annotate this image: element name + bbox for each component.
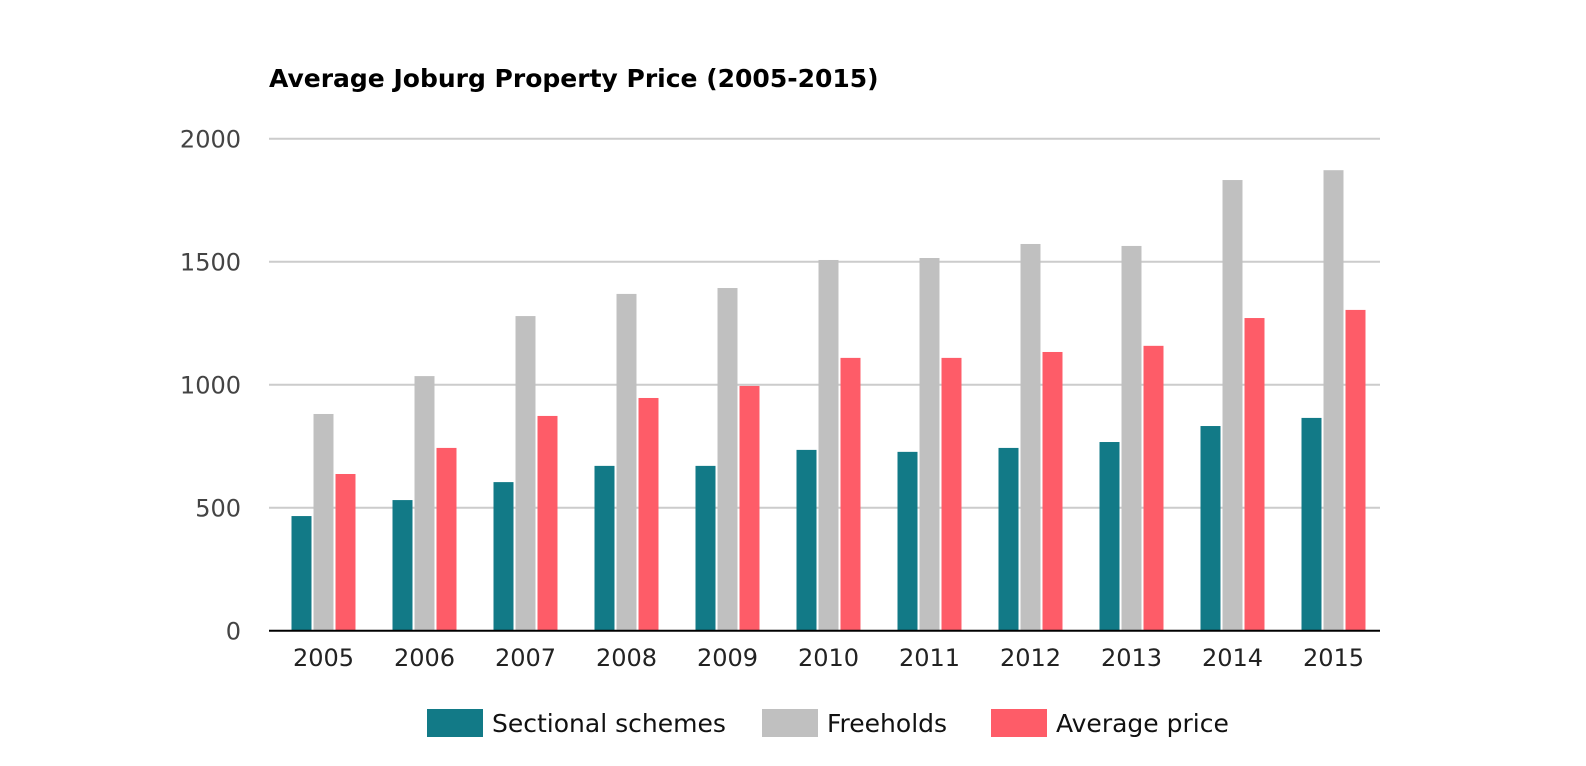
bar-group-2007 [493,316,558,631]
bar-average-price-2011 [941,357,962,631]
bar-sectional-schemes-2006 [392,500,413,631]
x-tick-label: 2007 [495,644,556,672]
x-tick-label: 2013 [1101,644,1162,672]
y-tick-label: 1000 [180,372,241,400]
bar-freeholds-2011 [919,258,940,631]
bar-average-price-2008 [638,397,659,631]
legend-label: Sectional schemes [492,709,726,738]
legend-label: Freeholds [827,709,947,738]
bar-sectional-schemes-2010 [796,449,817,631]
bar-group-2008 [594,293,659,631]
bar-group-2005 [291,413,356,631]
bars [291,170,1366,631]
bar-sectional-schemes-2012 [998,447,1019,631]
chart-title: Average Joburg Property Price (2005-2015… [269,64,879,93]
bar-group-2015 [1301,170,1366,631]
bar-group-2014 [1200,180,1265,631]
bar-freeholds-2008 [616,293,637,631]
bar-freeholds-2015 [1323,170,1344,631]
bar-freeholds-2006 [414,376,435,631]
bar-average-price-2006 [436,447,457,631]
bar-group-2012 [998,243,1063,631]
bar-sectional-schemes-2005 [291,516,312,631]
bar-group-2009 [695,288,760,631]
legend-item-sectional-schemes: Sectional schemes [427,709,726,738]
bar-freeholds-2014 [1222,180,1243,631]
bar-average-price-2012 [1042,351,1063,631]
bar-average-price-2015 [1345,309,1366,631]
bar-sectional-schemes-2011 [897,451,918,631]
bar-average-price-2010 [840,357,861,631]
bar-sectional-schemes-2015 [1301,417,1322,631]
x-tick-label: 2008 [596,644,657,672]
legend-swatch [427,709,483,737]
bar-sectional-schemes-2013 [1099,442,1120,631]
bar-average-price-2005 [335,473,356,631]
x-tick-label: 2009 [697,644,758,672]
legend-item-freeholds: Freeholds [762,709,947,738]
y-axis-ticks: 0 500 1000 1500 2000 [180,126,241,646]
legend: Sectional schemes Freeholds Average price [427,709,1229,738]
x-tick-label: 2011 [899,644,960,672]
bar-freeholds-2009 [717,288,738,631]
bar-average-price-2009 [739,385,760,631]
bar-average-price-2007 [537,415,558,631]
y-tick-label: 0 [226,618,241,646]
x-tick-label: 2005 [293,644,354,672]
bar-average-price-2013 [1143,345,1164,631]
x-tick-label: 2015 [1303,644,1364,672]
bar-group-2006 [392,376,457,631]
bar-average-price-2014 [1244,318,1265,631]
x-axis-ticks: 2005 2006 2007 2008 2009 2010 2011 2012 2013 2014… [293,644,1364,672]
x-tick-label: 2014 [1202,644,1263,672]
bar-freeholds-2007 [515,316,536,631]
y-tick-label: 2000 [180,126,241,154]
y-tick-label: 500 [195,495,241,523]
x-tick-label: 2010 [798,644,859,672]
bar-group-2010 [796,259,861,631]
bar-sectional-schemes-2008 [594,465,615,631]
x-tick-label: 2012 [1000,644,1061,672]
y-tick-label: 1500 [180,249,241,277]
bar-freeholds-2013 [1121,245,1142,631]
bar-freeholds-2012 [1020,243,1041,631]
x-tick-label: 2006 [394,644,455,672]
bar-sectional-schemes-2009 [695,465,716,631]
bar-freeholds-2010 [818,259,839,631]
legend-label: Average price [1056,709,1229,738]
bar-freeholds-2005 [313,413,334,631]
bar-sectional-schemes-2007 [493,482,514,631]
bar-group-2011 [897,258,962,631]
bar-group-2013 [1099,245,1164,631]
legend-swatch [762,709,818,737]
legend-swatch [991,709,1047,737]
legend-item-average-price: Average price [991,709,1229,738]
bar-sectional-schemes-2014 [1200,426,1221,631]
